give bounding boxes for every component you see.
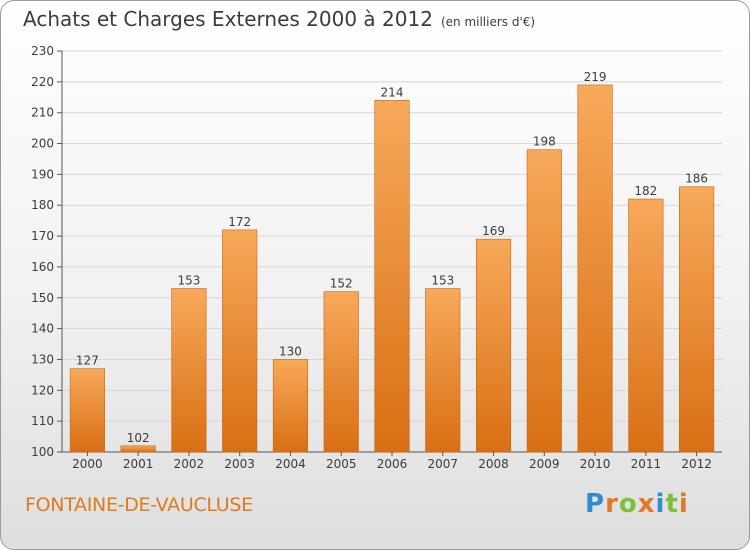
x-tick-label: 2010 [580, 457, 611, 471]
logo-letter: t [665, 489, 679, 519]
bar [69, 368, 105, 453]
bar [526, 149, 562, 453]
x-tick-label: 2003 [224, 457, 255, 471]
data-label: 153 [177, 274, 200, 288]
y-tick-label: 210 [31, 106, 54, 120]
bar [323, 291, 359, 453]
y-tick-label: 100 [31, 445, 54, 459]
y-tick-label: 190 [31, 167, 54, 181]
x-tick-label: 2005 [326, 457, 357, 471]
data-label: 214 [381, 85, 404, 99]
logo-letter: i [678, 489, 689, 519]
y-tick-label: 220 [31, 75, 54, 89]
bar [374, 100, 410, 453]
data-label: 127 [76, 354, 99, 368]
y-tick-label: 150 [31, 291, 54, 305]
bar [425, 288, 461, 453]
bar [475, 238, 512, 453]
axes: 100 110 120 130 140 150 160 170 180 190 200 210 220 2… [31, 44, 722, 471]
data-label: 153 [431, 274, 454, 288]
data-label: 130 [279, 344, 302, 358]
bar [171, 288, 207, 453]
logo-letter: r [605, 489, 619, 519]
proxiti-logo: Proxiti [585, 489, 689, 519]
location-name: FONTAINE-DE-VAUCLUSE [25, 494, 253, 516]
x-tick-label: 2011 [631, 457, 662, 471]
data-label: 152 [330, 277, 353, 291]
bar [628, 198, 664, 453]
data-label: 198 [533, 135, 556, 149]
data-label: 172 [228, 215, 251, 229]
logo-letter: P [585, 489, 606, 519]
x-tick-label: 2008 [478, 457, 509, 471]
logo-letter: o [618, 489, 638, 519]
x-tick-label: 2006 [377, 457, 408, 471]
data-label: 219 [584, 70, 607, 84]
y-tick-label: 170 [31, 229, 54, 243]
data-label: 102 [127, 431, 150, 445]
x-tick-label: 2007 [427, 457, 458, 471]
x-tick-label: 2004 [275, 457, 306, 471]
bar [120, 445, 156, 453]
y-tick-label: 110 [31, 414, 54, 428]
data-label: 169 [482, 224, 505, 238]
chart-title: Achats et Charges Externes 2000 à 2012 (e… [23, 7, 535, 31]
chart-title-text: Achats et Charges Externes 2000 à 2012 [23, 7, 433, 31]
chart-unit: (en milliers d'€) [440, 15, 536, 29]
x-tick-label: 2012 [681, 457, 712, 471]
y-tick-label: 160 [31, 260, 54, 274]
data-label: 186 [685, 172, 708, 186]
x-tick-label: 2009 [529, 457, 560, 471]
y-tick-label: 120 [31, 383, 54, 397]
logo-letter: x [637, 489, 656, 519]
logo-letter: i [655, 489, 666, 519]
y-tick-label: 140 [31, 322, 54, 336]
y-tick-label: 200 [31, 137, 54, 151]
x-tick-label: 2001 [123, 457, 154, 471]
y-tick-label: 180 [31, 198, 54, 212]
bar [679, 186, 715, 453]
data-labels: 127 102 153 172 130 152 214 153 169 198 219 182 186 [76, 70, 708, 445]
bar [577, 84, 613, 453]
x-tick-label: 2002 [174, 457, 205, 471]
bars [69, 84, 715, 453]
x-tick-label: 2000 [72, 457, 103, 471]
bar [272, 359, 309, 453]
data-label: 182 [634, 184, 657, 198]
y-tick-label: 230 [31, 44, 54, 58]
bar [222, 229, 258, 453]
y-tick-label: 130 [31, 352, 54, 366]
